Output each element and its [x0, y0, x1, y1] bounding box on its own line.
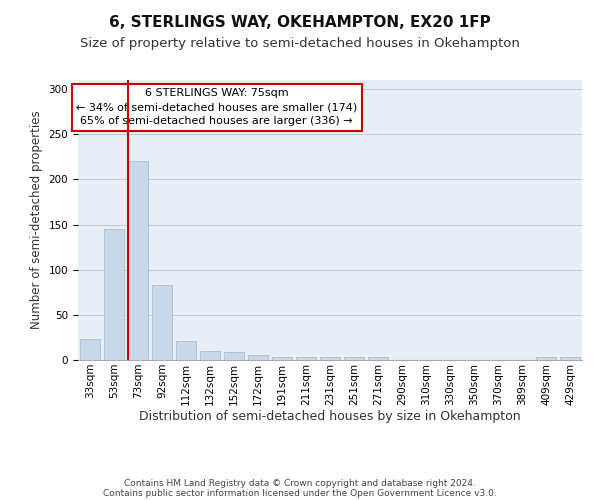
Bar — [344, 358, 364, 360]
Bar — [560, 358, 580, 360]
Text: 6 STERLINGS WAY: 75sqm
← 34% of semi-detached houses are smaller (174)
65% of se: 6 STERLINGS WAY: 75sqm ← 34% of semi-det… — [76, 88, 357, 126]
Bar — [368, 358, 388, 360]
Bar — [200, 351, 220, 360]
Bar — [272, 358, 292, 360]
Bar — [128, 162, 148, 360]
Bar — [320, 358, 340, 360]
Text: 6, STERLINGS WAY, OKEHAMPTON, EX20 1FP: 6, STERLINGS WAY, OKEHAMPTON, EX20 1FP — [109, 15, 491, 30]
Text: Contains HM Land Registry data © Crown copyright and database right 2024.: Contains HM Land Registry data © Crown c… — [124, 478, 476, 488]
Bar — [296, 358, 316, 360]
Bar — [152, 285, 172, 360]
Text: Contains public sector information licensed under the Open Government Licence v3: Contains public sector information licen… — [103, 488, 497, 498]
Bar — [80, 339, 100, 360]
Bar — [104, 229, 124, 360]
X-axis label: Distribution of semi-detached houses by size in Okehampton: Distribution of semi-detached houses by … — [139, 410, 521, 424]
Bar — [176, 341, 196, 360]
Bar — [248, 354, 268, 360]
Bar — [224, 352, 244, 360]
Text: Size of property relative to semi-detached houses in Okehampton: Size of property relative to semi-detach… — [80, 38, 520, 51]
Y-axis label: Number of semi-detached properties: Number of semi-detached properties — [30, 110, 43, 330]
Bar — [536, 358, 556, 360]
